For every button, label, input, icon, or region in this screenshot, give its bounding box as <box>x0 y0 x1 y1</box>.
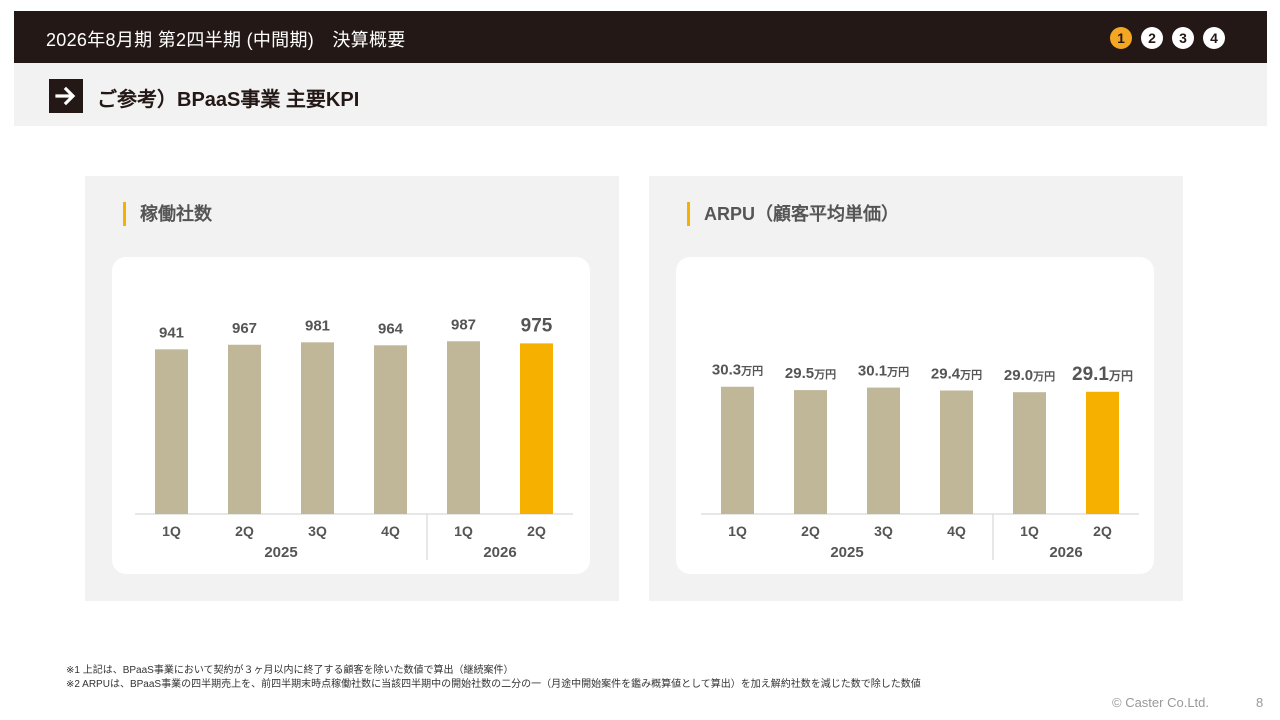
arpu-panel: ARPU（顧客平均単価） 30.3万円 1Q 29.5万円 2Q 30.1万円 3Q 29.… <box>649 176 1183 601</box>
data-label-2: 981 <box>305 317 330 334</box>
arpu-title: ARPU（顧客平均単価） <box>687 202 899 226</box>
bar-2 <box>301 342 334 514</box>
active-companies-card: 941 1Q 967 2Q 981 3Q 964 4Q 987 1Q 975 2Q 2025 2026 <box>112 257 590 574</box>
data-label-5: 975 <box>521 315 553 336</box>
footnote-2: ※2 ARPUは、BPaaS事業の四半期売上を、前四半期末時点稼働社数に当該四半… <box>66 679 921 690</box>
step-2[interactable]: 2 <box>1141 27 1163 49</box>
page-number: 8 <box>1256 695 1264 710</box>
category-label-4: 1Q <box>454 523 473 539</box>
year-label-1: 2026 <box>1049 544 1082 561</box>
bar-3 <box>940 390 973 514</box>
step-3[interactable]: 3 <box>1172 27 1194 49</box>
bar-0 <box>721 386 754 514</box>
category-label-1: 2Q <box>801 523 820 539</box>
category-label-0: 1Q <box>162 523 181 539</box>
arrow-right-glyph <box>55 86 76 106</box>
data-label-0: 30.3万円 <box>712 362 763 379</box>
header-bar: 2026年8月期 第2四半期 (中間期) 決算概要 1 2 3 4 <box>14 11 1267 63</box>
bar-1 <box>794 390 827 514</box>
year-label-0: 2025 <box>830 544 863 561</box>
bar-4 <box>1013 392 1046 514</box>
year-label-1: 2026 <box>483 544 516 561</box>
year-label-0: 2025 <box>264 544 297 561</box>
category-label-1: 2Q <box>235 523 254 539</box>
data-label-5: 29.1万円 <box>1072 364 1133 385</box>
bar-5 <box>520 343 553 514</box>
step-indicator: 1 2 3 4 <box>1110 27 1225 49</box>
bar-3 <box>374 345 407 514</box>
data-label-1: 967 <box>232 320 257 337</box>
bar-4 <box>447 341 480 514</box>
active-companies-panel: 稼働社数 941 1Q 967 2Q 981 3Q 964 4Q 987 1Q 975 2Q 2025 2… <box>85 176 619 601</box>
active-companies-chart: 941 1Q 967 2Q 981 3Q 964 4Q 987 1Q 975 2Q 2025 2026 <box>135 315 573 561</box>
footnote-1: ※1 上記は、BPaaS事業において契約が３ヶ月以内に終了する顧客を除いた数値で… <box>66 665 514 676</box>
arrow-right-icon <box>49 79 83 113</box>
data-label-4: 29.0万円 <box>1004 367 1055 384</box>
section-header: ご参考）BPaaS事業 主要KPI <box>14 63 1267 126</box>
category-label-4: 1Q <box>1020 523 1039 539</box>
category-label-5: 2Q <box>1093 523 1112 539</box>
data-label-0: 941 <box>159 324 184 341</box>
copyright: © Caster Co.Ltd. <box>1112 695 1210 710</box>
page-title: 2026年8月期 第2四半期 (中間期) 決算概要 <box>46 30 406 50</box>
bar-2 <box>867 387 900 514</box>
arpu-chart: 30.3万円 1Q 29.5万円 2Q 30.1万円 3Q 29.4万円 4Q 29.0万円 1Q… <box>701 362 1139 561</box>
step-1[interactable]: 1 <box>1110 27 1132 49</box>
category-label-0: 1Q <box>728 523 747 539</box>
data-label-4: 987 <box>451 316 476 333</box>
category-label-5: 2Q <box>527 523 546 539</box>
bar-5 <box>1086 391 1119 514</box>
bar-0 <box>155 349 188 514</box>
category-label-3: 4Q <box>947 523 966 539</box>
section-title: ご参考）BPaaS事業 主要KPI <box>97 89 360 111</box>
category-label-3: 4Q <box>381 523 400 539</box>
arpu-card: 30.3万円 1Q 29.5万円 2Q 30.1万円 3Q 29.4万円 4Q 29.0万円 1Q… <box>676 257 1154 574</box>
data-label-3: 964 <box>378 320 404 337</box>
step-4[interactable]: 4 <box>1203 27 1225 49</box>
active-companies-title: 稼働社数 <box>123 202 212 226</box>
category-label-2: 3Q <box>874 523 893 539</box>
data-label-3: 29.4万円 <box>931 366 982 383</box>
footnotes: ※1 上記は、BPaaS事業において契約が３ヶ月以内に終了する顧客を除いた数値で… <box>66 664 921 692</box>
data-label-1: 29.5万円 <box>785 365 836 382</box>
data-label-2: 30.1万円 <box>858 363 909 380</box>
category-label-2: 3Q <box>308 523 327 539</box>
bar-1 <box>228 344 261 514</box>
